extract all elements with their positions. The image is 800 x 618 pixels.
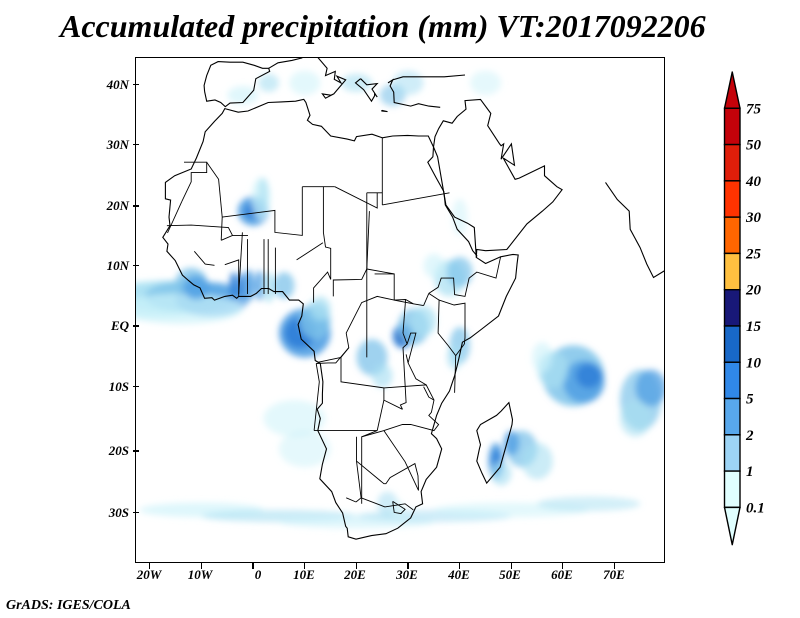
- svg-text:2: 2: [745, 428, 754, 444]
- svg-text:25: 25: [745, 246, 762, 262]
- svg-text:20: 20: [745, 283, 762, 299]
- svg-text:5: 5: [746, 392, 754, 408]
- svg-text:50: 50: [746, 138, 762, 154]
- svg-text:15: 15: [746, 319, 762, 335]
- svg-text:0.1: 0.1: [746, 500, 765, 516]
- svg-text:1: 1: [746, 464, 754, 480]
- svg-text:75: 75: [746, 101, 762, 117]
- svg-text:40: 40: [745, 174, 762, 190]
- svg-text:10: 10: [746, 355, 762, 371]
- svg-text:30: 30: [745, 210, 762, 226]
